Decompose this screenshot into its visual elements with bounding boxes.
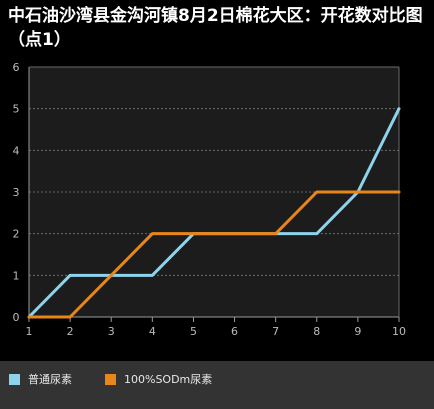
legend-item-series-2[interactable]: 100%SODm尿素 xyxy=(105,371,212,387)
series-line-2[interactable] xyxy=(27,190,401,319)
x-tick-label-1: 1 xyxy=(26,325,33,338)
y-tick-label-5: 5 xyxy=(13,103,20,116)
x-tick-label-10: 10 xyxy=(392,325,406,338)
x-tick-label-9: 9 xyxy=(354,325,361,338)
y-tick-label-6: 6 xyxy=(13,61,20,74)
x-tick-label-7: 7 xyxy=(272,325,279,338)
chart-title: 中石油沙湾县金沟河镇8月2日棉花大区：开花数对比图（点1） xyxy=(8,6,423,50)
x-tick-label-8: 8 xyxy=(313,325,320,338)
y-tick-label-3: 3 xyxy=(13,186,20,199)
legend-label-series-2: 100%SODm尿素 xyxy=(124,373,213,386)
x-tick-label-3: 3 xyxy=(108,325,115,338)
legend-item-series-1[interactable]: 普通尿素 xyxy=(9,371,72,387)
y-tick-label-2: 2 xyxy=(13,228,20,241)
y-tick-label-1: 1 xyxy=(13,269,20,282)
y-tick-label-0: 0 xyxy=(13,311,20,324)
legend: 普通尿素 100%SODm尿素 xyxy=(0,361,434,409)
x-tick-label-6: 6 xyxy=(231,325,238,338)
legend-swatch-series-1 xyxy=(9,373,20,385)
legend-label-series-1: 普通尿素 xyxy=(28,373,72,386)
x-tick-label-4: 4 xyxy=(149,325,156,338)
x-tick-label-5: 5 xyxy=(190,325,197,338)
x-tick-label-2: 2 xyxy=(67,325,74,338)
legend-swatch-series-2 xyxy=(105,373,116,385)
y-tick-label-4: 4 xyxy=(13,144,20,157)
